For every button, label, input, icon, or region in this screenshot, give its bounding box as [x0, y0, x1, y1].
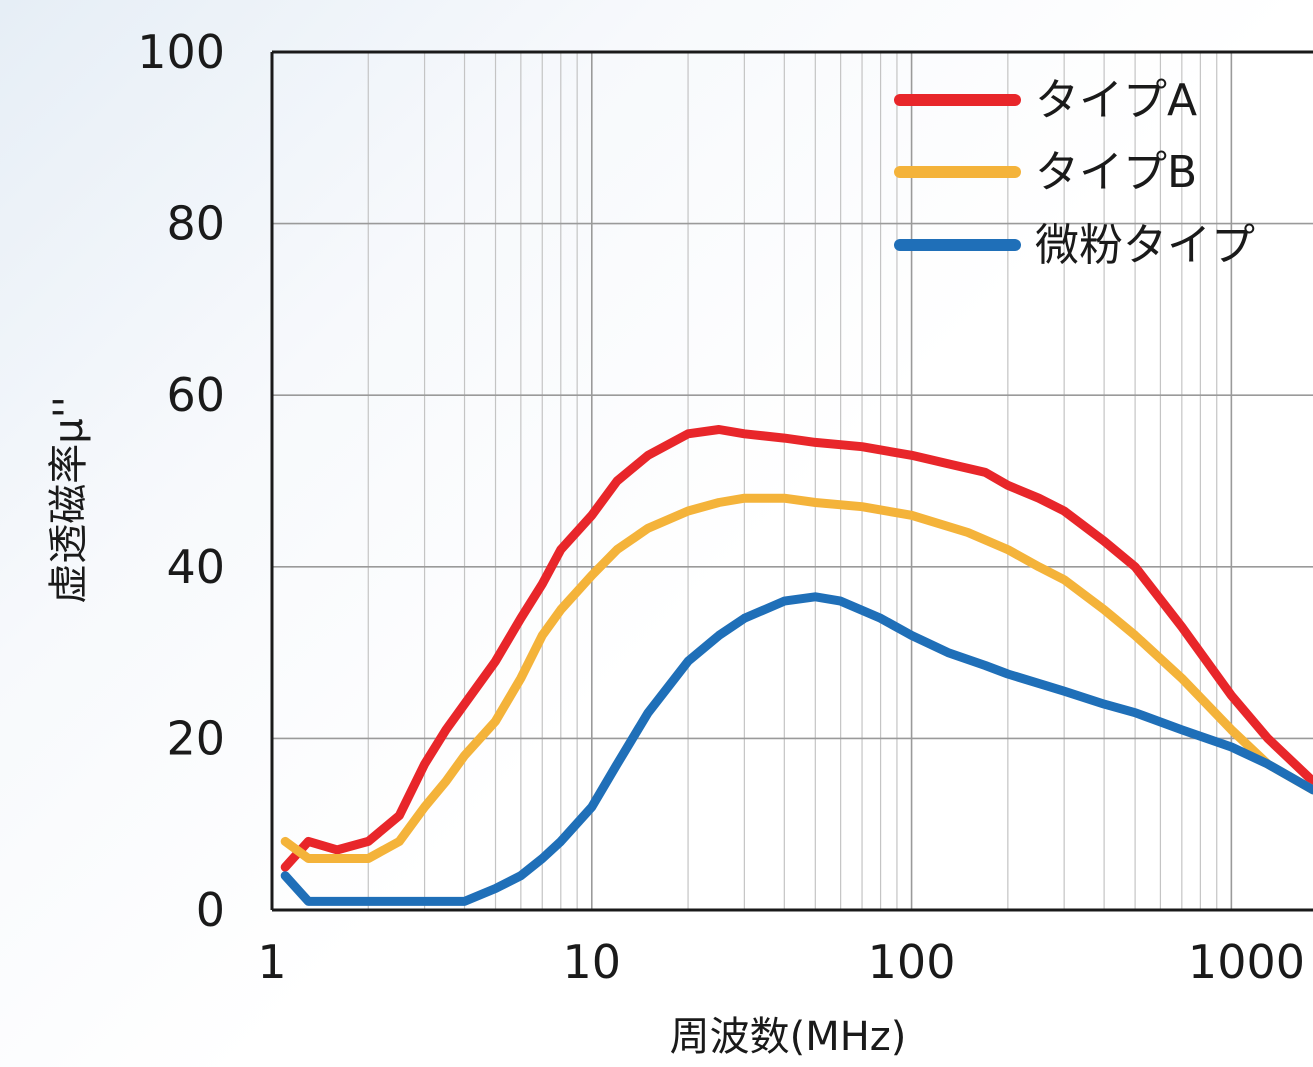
legend-label-2: タイプB	[1035, 147, 1197, 198]
axes	[270, 50, 1313, 912]
y-tick-label: 0	[196, 883, 225, 937]
y-tick-label: 40	[166, 540, 225, 594]
y-axis-title: 虚透磁率μ''	[46, 396, 92, 603]
y-tick-label: 80	[166, 197, 225, 251]
plot-series	[280, 425, 1313, 906]
y-tick-label: 20	[166, 711, 225, 765]
x-tick-label: 1	[257, 935, 286, 989]
x-tick-label: 100	[868, 935, 956, 989]
series-line-2	[280, 493, 1313, 863]
x-tick-label: 10	[563, 935, 622, 989]
x-tick-label: 1000	[1188, 935, 1305, 989]
y-tick-label: 100	[137, 25, 225, 79]
series-line-1	[280, 425, 1313, 872]
y-tick-label: 60	[166, 368, 225, 422]
legend-label-3: 微粉タイプ	[1035, 220, 1255, 271]
legend: タイプA タイプB 微粉タイプ	[894, 75, 1255, 271]
tick-labels: 0 20 40 60 80 100 1 10 100 1000	[137, 25, 1305, 989]
x-axis-title: 周波数(MHz)	[670, 1014, 907, 1060]
legend-label-1: タイプA	[1035, 75, 1197, 126]
series-line-3	[280, 592, 1313, 906]
